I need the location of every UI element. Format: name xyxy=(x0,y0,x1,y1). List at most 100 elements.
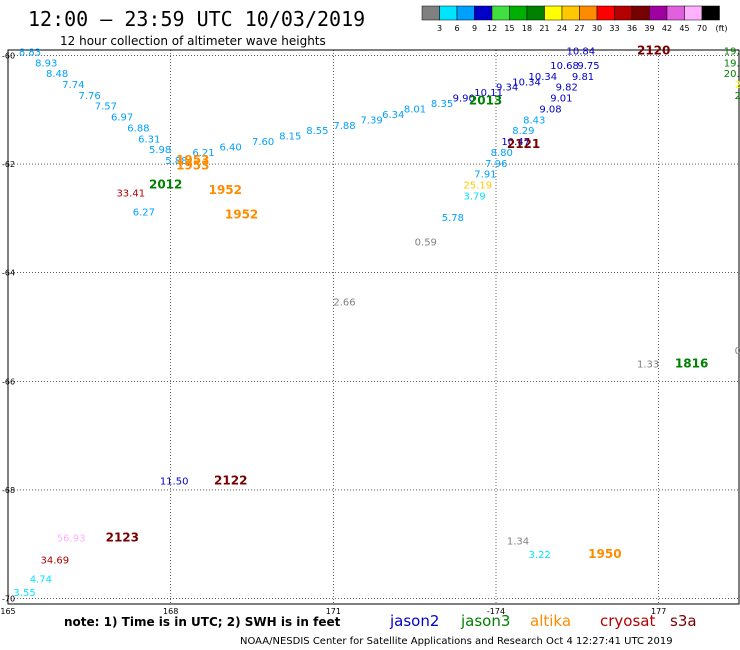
wave-height-point: 2.66 xyxy=(333,297,355,308)
plot-area: 165 168 171 -174 177 -60 -62 -64 -66 -68 -70 xyxy=(0,49,740,616)
colorbar-label: 21 xyxy=(539,24,549,33)
legend-jason2: jason2 xyxy=(389,612,439,630)
wave-height-point: 5.78 xyxy=(442,213,464,224)
pass-time-label: 2012 xyxy=(149,178,182,192)
colorbar-swatch xyxy=(649,5,668,21)
wave-height-point: 5.98 xyxy=(149,145,171,156)
wave-height-point: 21.67 xyxy=(735,80,740,91)
wave-height-point: 6.31 xyxy=(138,134,160,145)
wave-height-point: 6.27 xyxy=(133,208,155,219)
colorbar-label: 45 xyxy=(679,24,689,33)
wave-height-point: 9.34 xyxy=(496,83,518,94)
wave-height-point: 56.93 xyxy=(57,534,86,545)
pass-time-label: 1952 xyxy=(225,207,258,221)
y-tick-label: -66 xyxy=(2,377,15,386)
colorbar-swatch xyxy=(456,5,475,21)
wave-height-point: 20.62 xyxy=(735,91,740,102)
legend-altika: altika xyxy=(530,612,571,630)
legend-jason3: jason3 xyxy=(460,612,510,630)
wave-height-point: 3.79 xyxy=(463,191,485,202)
pass-time-label: 1953 xyxy=(176,158,209,172)
wave-height-point: 8.15 xyxy=(279,132,301,143)
colorbar-label: 9 xyxy=(472,24,477,33)
colorbar-label: 30 xyxy=(592,24,602,33)
colorbar-label: 70 xyxy=(697,24,707,33)
wave-height-point: 19.72 xyxy=(724,58,740,69)
data-points: 8.838.938.487.747.767.576.976.886.315.98… xyxy=(13,46,740,599)
colorbar-swatch xyxy=(474,5,493,21)
wave-height-point: 8.80 xyxy=(491,148,513,159)
y-tick-label: -68 xyxy=(2,486,15,495)
wave-height-point: 9.01 xyxy=(550,94,572,105)
wave-height-point: 7.57 xyxy=(95,102,117,113)
wave-height-point: 25.19 xyxy=(463,181,492,192)
colorbar-unit: (ft) xyxy=(716,24,728,33)
wave-height-point: 8.35 xyxy=(431,99,453,110)
wave-height-point: 10.34 xyxy=(512,77,541,88)
colorbar: 3 6 9 12 15 18 21 24 27 30 33 36 39 42 45 70 (ft) xyxy=(421,5,728,33)
wave-height-point: 8.01 xyxy=(404,104,426,115)
colorbar-swatch xyxy=(561,5,580,21)
colorbar-label: 27 xyxy=(574,24,584,33)
wave-height-point: 10.47 xyxy=(501,137,530,148)
x-tick-label: 168 xyxy=(163,607,178,616)
wave-height-point: 7.60 xyxy=(252,137,274,148)
x-tick-label: 165 xyxy=(0,607,15,616)
wave-height-point: 7.76 xyxy=(78,91,100,102)
wave-height-point: 3.55 xyxy=(13,588,35,599)
wave-height-point: 7.91 xyxy=(474,170,496,181)
wave-height-point: 6.88 xyxy=(127,123,149,134)
pass-time-label: 2120 xyxy=(637,43,670,57)
colorbar-swatch xyxy=(684,5,703,21)
wave-height-point: 8.93 xyxy=(35,58,57,69)
wave-height-point: 9.75 xyxy=(577,61,599,72)
y-tick-label: -70 xyxy=(2,595,15,604)
wave-height-point: 10.84 xyxy=(566,46,595,57)
wave-height-point: 9.08 xyxy=(539,104,561,115)
wave-height-point: 9.82 xyxy=(556,83,578,94)
colorbar-swatch xyxy=(614,5,633,21)
satellite-legend: jason2 jason3 altika cryosat s3a xyxy=(389,612,697,630)
pass-time-label: 2121 xyxy=(507,137,540,151)
colorbar-label: 39 xyxy=(644,24,654,33)
wave-height-point: 5.88 xyxy=(165,156,187,167)
wave-height-point: 9.81 xyxy=(572,72,594,83)
pass-time-label: 1816 xyxy=(675,357,708,371)
wave-height-point: 9.90 xyxy=(453,94,475,105)
chart-subtitle: 12 hour collection of altimeter wave hei… xyxy=(60,34,326,48)
colorbar-swatch xyxy=(491,5,510,21)
wave-height-point: 1.34 xyxy=(507,536,529,547)
colorbar-swatch xyxy=(596,5,615,21)
colorbar-swatch xyxy=(526,5,545,21)
colorbar-label: 33 xyxy=(609,24,619,33)
colorbar-swatch xyxy=(544,5,563,21)
x-tick-label: -174 xyxy=(487,607,505,616)
colorbar-swatch xyxy=(421,5,440,21)
pass-time-label: 1953 xyxy=(176,153,209,167)
y-tick-label: -60 xyxy=(2,51,15,60)
wave-height-point: 8.43 xyxy=(523,115,545,126)
wave-height-point: 6.34 xyxy=(382,110,404,121)
wave-height-point: 10.68 xyxy=(550,61,579,72)
colorbar-label: 42 xyxy=(662,24,672,33)
note-text: note: 1) Time is in UTC; 2) SWH is in fe… xyxy=(64,615,341,629)
plot-frame xyxy=(7,49,740,605)
y-tick-label: -62 xyxy=(2,160,15,169)
colorbar-label: 18 xyxy=(522,24,532,33)
wave-height-point: 33.41 xyxy=(116,189,145,200)
pass-time-label: 1950 xyxy=(588,547,621,561)
chart-title: 12:00 – 23:59 UTC 10/03/2019 xyxy=(28,7,365,31)
colorbar-label: 36 xyxy=(627,24,637,33)
colorbar-swatch xyxy=(579,5,598,21)
pass-time-label: 2122 xyxy=(214,474,247,488)
wave-height-point: 7.88 xyxy=(333,121,355,132)
wave-height-point: 8.29 xyxy=(512,126,534,137)
x-tick-label: 171 xyxy=(326,607,341,616)
colorbar-swatch xyxy=(701,5,720,21)
wave-height-point: 3.22 xyxy=(529,550,551,561)
wave-height-point: 20.06 xyxy=(724,69,740,80)
wave-height-point: 34.69 xyxy=(41,555,70,566)
wave-height-point: 8.83 xyxy=(19,47,41,58)
